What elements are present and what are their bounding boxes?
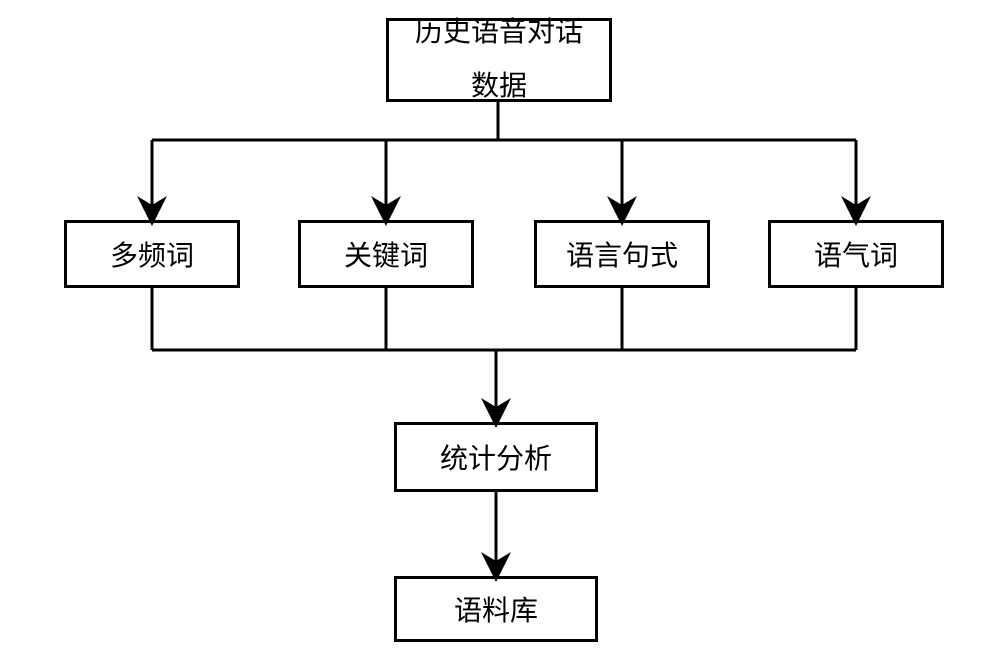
connector-analysis-to-corpus	[0, 0, 1000, 671]
